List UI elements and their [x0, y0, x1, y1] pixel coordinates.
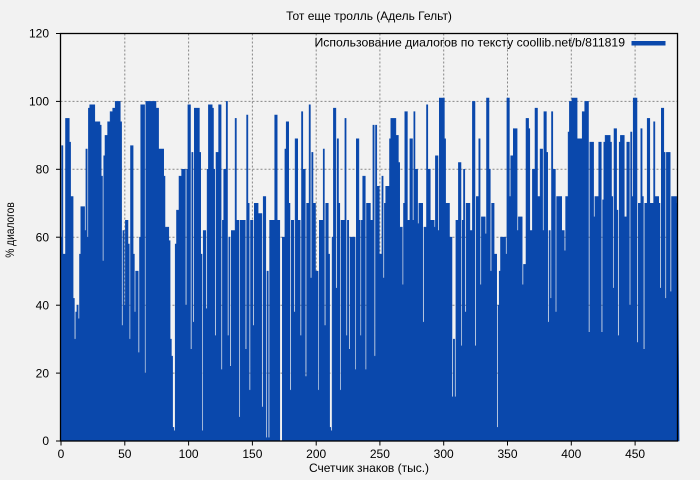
- svg-text:300: 300: [434, 447, 454, 461]
- svg-text:150: 150: [242, 447, 262, 461]
- svg-text:60: 60: [36, 230, 50, 244]
- svg-text:120: 120: [29, 27, 49, 41]
- svg-text:Счетчик знаков (тыс.): Счетчик знаков (тыс.): [309, 461, 429, 475]
- svg-text:350: 350: [497, 447, 517, 461]
- svg-text:450: 450: [625, 447, 645, 461]
- svg-text:0: 0: [42, 434, 49, 448]
- svg-text:40: 40: [36, 298, 50, 312]
- svg-text:100: 100: [179, 447, 199, 461]
- svg-text:Использование диалогов по текс: Использование диалогов по тексту coollib…: [315, 36, 626, 50]
- svg-text:Тот еще тролль (Адель Гельт): Тот еще тролль (Адель Гельт): [286, 9, 452, 23]
- svg-text:50: 50: [118, 447, 132, 461]
- svg-text:400: 400: [561, 447, 581, 461]
- svg-text:0: 0: [58, 447, 65, 461]
- svg-text:20: 20: [36, 366, 50, 380]
- svg-text:100: 100: [29, 95, 49, 109]
- svg-text:% диалогов: % диалогов: [3, 202, 17, 258]
- svg-text:80: 80: [36, 163, 50, 177]
- svg-text:200: 200: [306, 447, 326, 461]
- svg-text:250: 250: [370, 447, 390, 461]
